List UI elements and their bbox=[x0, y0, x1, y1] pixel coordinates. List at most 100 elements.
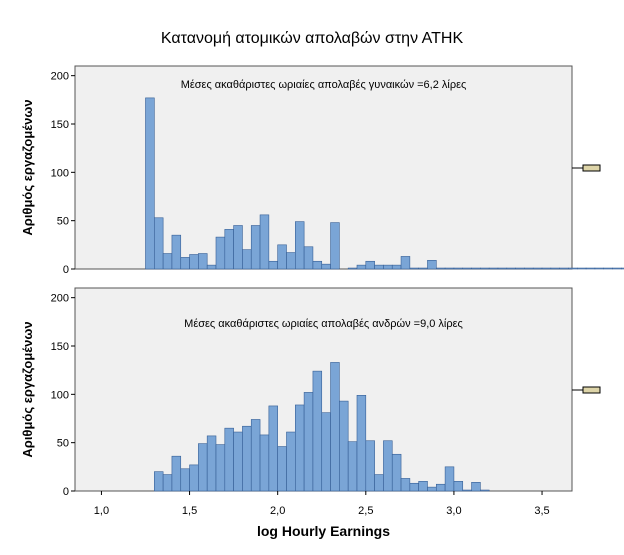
histogram-bar bbox=[480, 489, 490, 492]
histogram-bar bbox=[259, 214, 270, 270]
histogram-bar bbox=[303, 392, 314, 492]
histogram-bar bbox=[400, 256, 411, 270]
panel-annotation: Μέσες ακαθάριστες ωριαίες απολαβές γυναι… bbox=[181, 79, 467, 91]
y-tick-label: 100 bbox=[51, 167, 69, 179]
histogram-bar bbox=[400, 478, 411, 492]
y-tick-label: 150 bbox=[51, 341, 69, 353]
histogram-bar bbox=[374, 474, 384, 492]
histogram-bar bbox=[444, 466, 455, 492]
panel-bottom: 0 50 100 150 200 Αριθμός εργαζομένων Μέσες ακα… bbox=[20, 287, 601, 539]
histogram-bar bbox=[453, 481, 464, 492]
histogram-bar bbox=[189, 254, 199, 270]
histogram-bar bbox=[339, 400, 349, 492]
histogram-bar bbox=[321, 263, 331, 270]
histogram-bar bbox=[321, 412, 331, 492]
histogram-bar bbox=[330, 362, 340, 492]
panel-annotation: Μέσες ακαθάριστες ωριαίες απολαβές ανδρώ… bbox=[184, 318, 463, 330]
histogram-bar bbox=[206, 264, 217, 270]
histogram-bar bbox=[259, 434, 270, 492]
histogram-bar bbox=[347, 441, 358, 492]
histogram-bar bbox=[453, 267, 464, 270]
histogram-bar bbox=[541, 267, 552, 270]
histogram-bar bbox=[224, 427, 234, 492]
histogram-bar bbox=[268, 405, 278, 492]
histogram-bar bbox=[250, 225, 261, 270]
histogram-bar bbox=[347, 267, 358, 270]
histogram-bar bbox=[295, 404, 305, 492]
histogram-bar bbox=[145, 97, 155, 270]
histogram-bar bbox=[154, 471, 164, 492]
y-tick-label: 50 bbox=[57, 216, 69, 228]
histogram-bar bbox=[383, 264, 393, 270]
y-tick-label: 50 bbox=[57, 438, 69, 450]
histogram-bar bbox=[250, 419, 261, 492]
histogram-bar bbox=[162, 253, 173, 270]
y-axis-label: Αριθμός εργαζομένων bbox=[20, 99, 35, 235]
x-tick-label: 3,5 bbox=[534, 505, 549, 517]
y-tick-label: 200 bbox=[51, 71, 69, 83]
panel-marker bbox=[582, 386, 601, 394]
histogram-bar bbox=[154, 217, 164, 270]
panel-marker bbox=[582, 164, 601, 172]
histogram-bar bbox=[409, 267, 419, 270]
histogram-bar bbox=[180, 468, 190, 492]
histogram-bar bbox=[603, 267, 613, 270]
histogram-bar bbox=[585, 267, 596, 270]
histogram-bar bbox=[506, 267, 516, 270]
histogram-bar bbox=[418, 481, 428, 492]
histogram-bar bbox=[215, 236, 226, 270]
histogram-bar bbox=[268, 260, 278, 270]
y-tick-label: 0 bbox=[63, 486, 69, 498]
histogram-bar bbox=[594, 267, 605, 270]
histogram-bar bbox=[198, 443, 208, 492]
histogram-bar bbox=[391, 453, 402, 492]
histogram-bar bbox=[189, 464, 199, 492]
x-tick-label: 2,0 bbox=[270, 505, 285, 517]
histogram-bar bbox=[409, 482, 419, 492]
histogram-bar bbox=[427, 259, 437, 270]
histogram-bar bbox=[224, 229, 234, 270]
histogram-bar bbox=[524, 267, 534, 270]
x-tick-label: 1,0 bbox=[94, 505, 109, 517]
histogram-bar bbox=[576, 267, 587, 270]
histogram-bar bbox=[233, 225, 243, 270]
histogram-bar bbox=[242, 425, 252, 492]
histogram-bar bbox=[365, 260, 375, 270]
histogram-bar bbox=[427, 486, 437, 492]
histogram-bar bbox=[286, 252, 296, 270]
histogram-bar bbox=[480, 267, 490, 270]
histogram-bar bbox=[497, 267, 508, 270]
histogram-bar bbox=[471, 267, 481, 270]
histogram-bar bbox=[277, 244, 287, 270]
histogram-bar bbox=[365, 440, 375, 492]
histogram-bar bbox=[198, 253, 208, 270]
y-tick-label: 0 bbox=[63, 264, 69, 276]
panel-top: 0 50 100 150 200 Αριθμός εργαζομένων Μέσες ακα… bbox=[20, 65, 624, 276]
histogram-bar bbox=[180, 257, 190, 270]
histogram-bar bbox=[532, 267, 543, 270]
histogram-bar bbox=[215, 444, 226, 492]
histogram-bar bbox=[312, 260, 323, 270]
histogram-bar bbox=[559, 267, 569, 270]
histogram-bar bbox=[171, 234, 182, 270]
histogram-bar bbox=[303, 246, 314, 270]
y-tick-label: 150 bbox=[51, 119, 69, 131]
histogram-bar bbox=[612, 267, 622, 270]
histogram-bar bbox=[356, 264, 367, 270]
histogram-bar bbox=[356, 394, 367, 492]
histogram-bar bbox=[418, 267, 428, 270]
histogram-bar bbox=[242, 249, 252, 270]
histogram-bar bbox=[286, 431, 296, 492]
histogram-bar bbox=[171, 455, 182, 492]
histogram-bar bbox=[391, 264, 402, 270]
histogram-bar bbox=[233, 431, 243, 492]
histogram-bar bbox=[444, 267, 455, 270]
histogram-bar bbox=[568, 267, 578, 270]
histogram-bar bbox=[206, 435, 217, 492]
histogram-bar bbox=[462, 267, 472, 270]
histogram-bar bbox=[435, 267, 446, 270]
histogram-bar bbox=[295, 221, 305, 270]
histogram-bar bbox=[383, 440, 393, 492]
histogram-bar bbox=[471, 481, 481, 492]
